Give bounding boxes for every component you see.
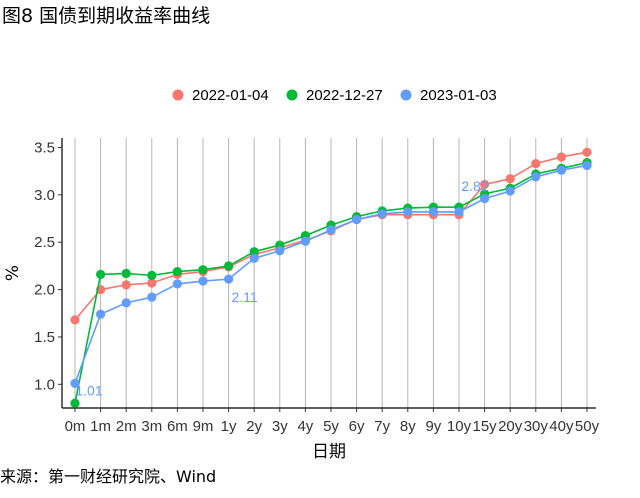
legend-item-2022-01-04: 2022-01-04 — [172, 87, 269, 104]
y-tick-label: 3.5 — [34, 139, 55, 156]
data-label-1y: 2.11 — [231, 289, 257, 305]
x-tick-label: 10y — [447, 418, 472, 435]
x-tick-label: 5y — [323, 418, 339, 435]
x-tick-label: 3y — [272, 418, 288, 435]
legend-marker — [286, 89, 298, 101]
data-point — [403, 207, 413, 217]
x-tick-label: 40y — [549, 418, 574, 435]
data-point — [147, 278, 157, 288]
x-tick-label: 4y — [297, 418, 313, 435]
figure-title: 图8 国债到期收益率曲线 — [2, 5, 211, 27]
data-point — [121, 280, 131, 290]
data-point — [326, 225, 336, 235]
data-point — [505, 186, 515, 196]
x-tick-label: 1m — [90, 418, 111, 435]
data-point — [121, 268, 131, 279]
data-point — [428, 207, 438, 217]
x-tick-label: 1y — [221, 418, 237, 435]
data-point — [531, 158, 541, 169]
x-axis-label: 日期 — [312, 442, 346, 462]
data-point — [249, 253, 259, 263]
data-point — [480, 179, 490, 190]
x-tick-label: 0m — [65, 418, 86, 435]
x-tick-label: 6m — [167, 418, 188, 435]
figure-source: 来源：第一财经研究院、Wind — [0, 467, 217, 486]
y-tick-label: 2.0 — [34, 282, 55, 299]
x-tick-label: 20y — [498, 418, 523, 435]
x-tick-label: 2y — [246, 418, 262, 435]
data-point — [70, 315, 80, 325]
y-tick-label: 1.0 — [34, 376, 55, 393]
data-point — [377, 209, 387, 219]
x-tick-label: 50y — [575, 418, 600, 435]
data-point — [556, 165, 567, 175]
data-point — [147, 292, 157, 302]
data-point — [224, 261, 234, 271]
x-tick-label: 8y — [400, 418, 416, 435]
data-point — [198, 265, 208, 275]
data-point — [224, 274, 234, 284]
data-point — [198, 276, 208, 286]
y-tick-label: 1.5 — [34, 329, 55, 346]
data-point — [480, 194, 490, 204]
x-tick-label: 6y — [349, 418, 365, 435]
data-point — [172, 266, 182, 277]
data-point — [582, 147, 592, 157]
legend-label: 2022-01-04 — [192, 87, 269, 104]
x-tick-label: 15y — [473, 418, 498, 435]
y-tick-label: 2.5 — [34, 234, 55, 251]
legend-item-2023-01-03: 2023-01-03 — [400, 87, 497, 104]
y-axis-label: % — [3, 265, 23, 281]
legend-label: 2022-12-27 — [306, 87, 383, 104]
x-tick-label: 9y — [425, 418, 441, 435]
data-label-0m: 1.01 — [75, 382, 102, 398]
x-tick-label: 30y — [524, 418, 549, 435]
series-2023-01-03 — [70, 160, 592, 388]
data-point — [556, 152, 567, 162]
x-tick-label: 3m — [141, 418, 162, 435]
data-point — [121, 298, 131, 308]
data-point — [172, 279, 182, 289]
data-point — [531, 172, 541, 182]
data-point — [505, 174, 515, 184]
data-point — [249, 247, 259, 257]
data-point — [147, 270, 157, 280]
data-point — [70, 378, 80, 388]
axes: 1.0 1.5 2.0 2.5 3.0 3.5 0m 1m 2m 3m 6m 9m 1y 2y 3y 4y 5y… — [34, 138, 600, 435]
data-point — [454, 207, 464, 217]
legend-label: 2023-01-03 — [420, 87, 497, 104]
data-label-10y: 2.82 — [461, 178, 488, 194]
legend-item-2022-12-27: 2022-12-27 — [286, 87, 383, 104]
data-point — [300, 236, 310, 246]
data-point — [96, 269, 106, 280]
x-tick-label: 7y — [374, 418, 390, 435]
legend-marker — [172, 89, 184, 101]
series-layer — [70, 147, 592, 408]
x-tick-label: 9m — [193, 418, 214, 435]
y-tick-label: 3.0 — [34, 187, 55, 204]
data-point — [70, 398, 80, 408]
legend-marker — [400, 89, 412, 101]
annotations: 1.01 2.11 2.82 — [75, 178, 488, 398]
data-point — [96, 309, 106, 319]
legend: 2022-01-04 2022-12-27 2023-01-03 — [172, 87, 497, 104]
x-tick-label: 2m — [116, 418, 137, 435]
data-point — [582, 160, 592, 171]
data-point — [352, 214, 362, 225]
data-point — [275, 246, 285, 256]
